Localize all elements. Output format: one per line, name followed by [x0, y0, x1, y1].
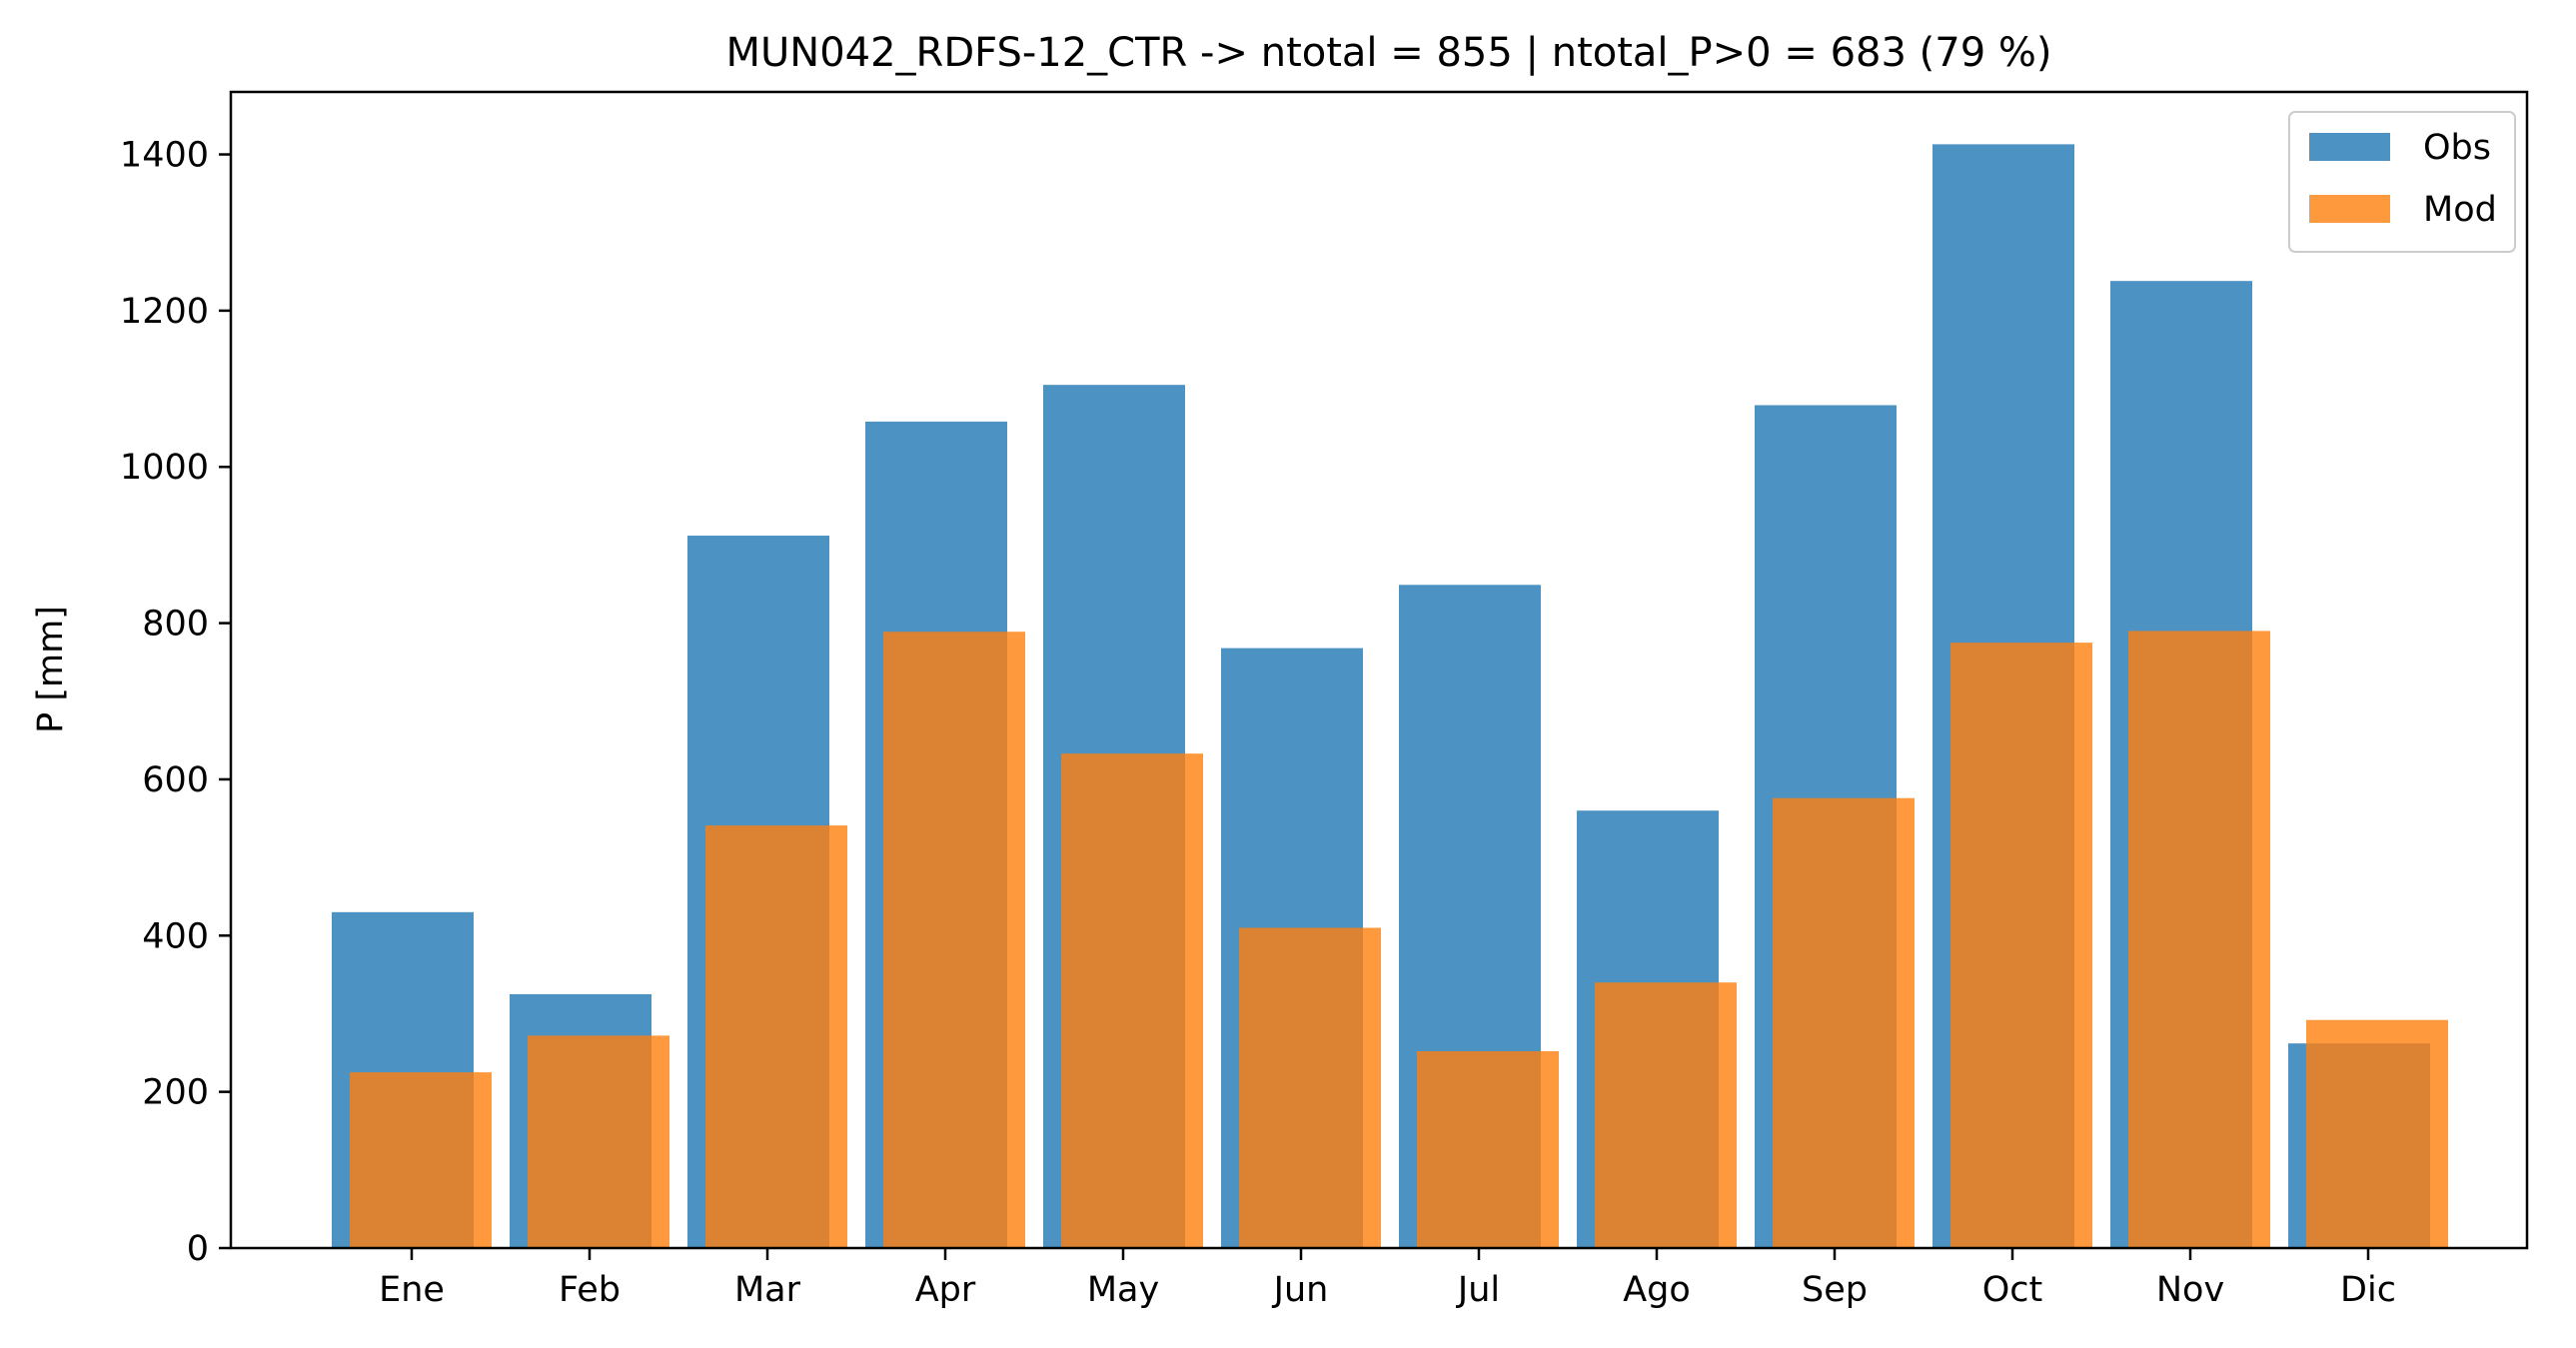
bar-mod-ene [350, 1072, 492, 1248]
bar-mod-ago [1595, 982, 1737, 1248]
y-axis-label: P [mm] [31, 606, 71, 733]
bars-group [332, 144, 2448, 1249]
bar-mod-dic [2306, 1019, 2448, 1248]
x-tick-label-oct: Oct [1982, 1270, 2043, 1310]
legend-label-obs: Obs [2423, 128, 2491, 168]
x-tick-label-nov: Nov [2156, 1270, 2224, 1310]
y-tick-label-0: 0 [187, 1229, 209, 1269]
x-tick-label-jul: Jul [1456, 1270, 1500, 1310]
bar-mod-oct [1950, 643, 2092, 1248]
chart-title: MUN042_RDFS-12_CTR -> ntotal = 855 | nto… [726, 30, 2052, 76]
y-tick-label-200: 200 [142, 1073, 209, 1113]
bar-mod-jul [1417, 1050, 1559, 1248]
y-tick-label-1200: 1200 [120, 292, 209, 332]
bar-mod-may [1061, 753, 1203, 1248]
bar-mod-nov [2128, 631, 2270, 1248]
bar-mod-mar [705, 825, 847, 1248]
legend-swatch-obs [2309, 133, 2390, 161]
y-tick-label-1400: 1400 [120, 136, 209, 176]
x-tick-label-jun: Jun [1272, 1270, 1329, 1310]
x-tick-label-sep: Sep [1802, 1270, 1868, 1310]
x-tick-label-dic: Dic [2340, 1270, 2396, 1310]
legend-swatch-mod [2309, 195, 2390, 223]
x-tick-label-may: May [1087, 1270, 1159, 1310]
plot-frame [229, 90, 2529, 1250]
legend: Obs Mod [2288, 111, 2516, 253]
x-tick-label-feb: Feb [559, 1270, 621, 1310]
x-tick-label-ago: Ago [1623, 1270, 1691, 1310]
bar-mod-feb [528, 1035, 669, 1248]
bar-mod-sep [1773, 797, 1915, 1248]
x-axis: Ene Feb Mar Apr May Jun Jul Ago Sep Oct Nov Dic [379, 1248, 2396, 1310]
bar-mod-apr [883, 632, 1025, 1248]
y-tick-label-600: 600 [142, 760, 209, 800]
y-tick-label-400: 400 [142, 916, 209, 956]
legend-label-mod: Mod [2423, 190, 2497, 230]
x-tick-label-mar: Mar [734, 1270, 801, 1310]
bar-mod-jun [1239, 927, 1381, 1248]
y-tick-label-800: 800 [142, 605, 209, 645]
y-axis: 0 200 400 600 800 1000 1200 1400 [120, 136, 231, 1269]
x-tick-label-ene: Ene [379, 1270, 445, 1310]
x-tick-label-apr: Apr [915, 1270, 976, 1310]
y-tick-label-1000: 1000 [120, 448, 209, 488]
